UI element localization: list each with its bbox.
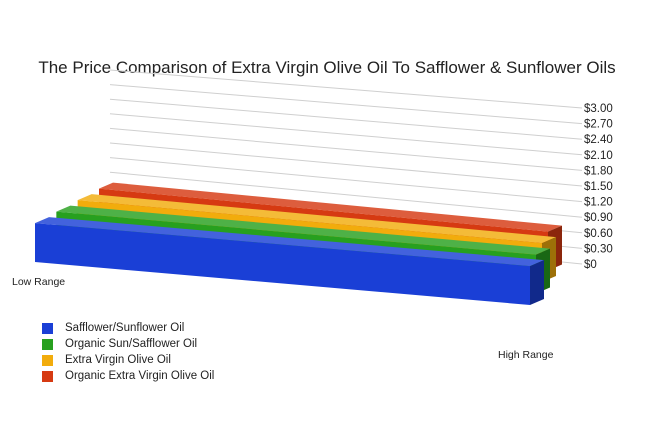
y-tick-label: $3.00 — [584, 103, 613, 115]
y-tick-label: $2.10 — [584, 150, 613, 162]
legend-swatch — [42, 322, 53, 334]
y-tick-label: $2.70 — [584, 119, 613, 131]
grid-line — [109, 84, 583, 125]
y-tick-label: $0.30 — [584, 243, 613, 255]
legend-label: Safflower/Sunflower Oil — [65, 322, 185, 334]
bar-top-face — [77, 194, 557, 244]
legend: Safflower/Sunflower Oil Organic Sun/Saffl… — [42, 320, 214, 384]
x-category-label: High Range — [498, 349, 554, 361]
legend-swatch — [42, 354, 53, 366]
y-tick-label: $0 — [584, 259, 597, 271]
y-tick-label: $0.90 — [584, 212, 613, 224]
bar-top-face — [56, 205, 550, 255]
y-tick-label: $1.50 — [584, 181, 613, 193]
grid-line — [109, 171, 583, 218]
legend-item: Organic Sun/Safflower Oil — [42, 336, 214, 352]
bars — [35, 182, 562, 305]
grid-line — [109, 69, 583, 109]
bar-top-face — [99, 182, 562, 232]
bar-series — [35, 217, 544, 305]
y-tick-label: $0.60 — [584, 228, 613, 240]
bar-top-face — [35, 217, 544, 267]
grid-line — [109, 127, 583, 171]
legend-swatch — [42, 338, 53, 350]
bar-side-face — [530, 260, 544, 305]
grid-line — [109, 113, 583, 156]
grid-line — [109, 142, 583, 187]
y-tick-label: $2.40 — [584, 134, 613, 146]
y-tick-label: $1.80 — [584, 165, 613, 177]
y-axis-ticks: $0 $0.30 $0.60 $0.90 $1.20 $1.50 $1.80 $2.10 $2.… — [584, 103, 613, 271]
bar-front-face — [35, 223, 530, 305]
grid-line — [109, 98, 583, 140]
legend-item: Safflower/Sunflower Oil — [42, 320, 214, 336]
y-tick-label: $1.20 — [584, 197, 613, 209]
category-labels: Low Range High Range — [12, 276, 554, 361]
grid-line — [109, 157, 583, 203]
legend-label: Extra Virgin Olive Oil — [65, 354, 171, 366]
legend-label: Organic Extra Virgin Olive Oil — [65, 370, 215, 382]
chart-title: The Price Comparison of Extra Virgin Oli… — [38, 58, 616, 77]
legend-swatch — [42, 370, 53, 382]
legend-label: Organic Sun/Safflower Oil — [65, 338, 198, 350]
legend-item: Extra Virgin Olive Oil — [42, 352, 214, 368]
legend-item: Organic Extra Virgin Olive Oil — [42, 368, 214, 384]
x-category-label: Low Range — [12, 276, 65, 288]
